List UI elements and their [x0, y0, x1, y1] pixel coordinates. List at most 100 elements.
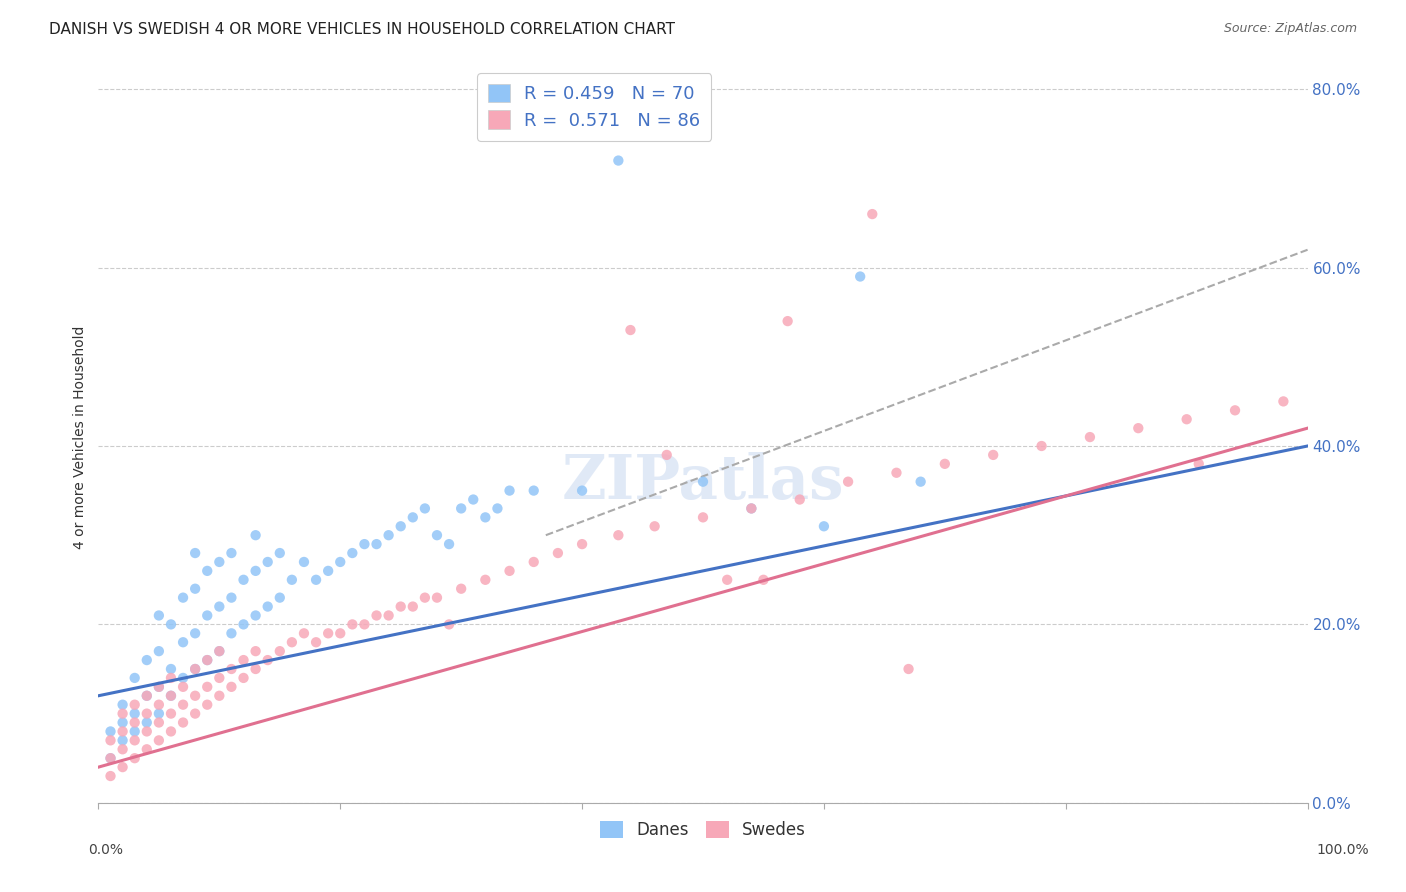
- Point: [523, 483, 546, 498]
- Y-axis label: 4 or more Vehicles in Household: 4 or more Vehicles in Household: [73, 326, 87, 549]
- Point: [124, 671, 146, 685]
- Point: [172, 715, 194, 730]
- Point: [316, 564, 339, 578]
- Legend: Danes, Swedes: Danes, Swedes: [593, 814, 813, 846]
- Point: [232, 671, 254, 685]
- Point: [148, 733, 170, 747]
- Point: [437, 537, 460, 551]
- Point: [135, 653, 157, 667]
- Point: [111, 715, 134, 730]
- Point: [1272, 394, 1295, 409]
- Point: [619, 323, 641, 337]
- Point: [111, 733, 134, 747]
- Point: [172, 698, 194, 712]
- Point: [195, 564, 218, 578]
- Point: [148, 706, 170, 721]
- Point: [195, 653, 218, 667]
- Point: [160, 662, 183, 676]
- Point: [221, 591, 243, 605]
- Point: [692, 510, 714, 524]
- Point: [111, 706, 134, 721]
- Text: 0.0%: 0.0%: [89, 843, 122, 857]
- Point: [221, 680, 243, 694]
- Point: [837, 475, 859, 489]
- Point: [256, 555, 278, 569]
- Point: [498, 483, 520, 498]
- Point: [172, 680, 194, 694]
- Point: [245, 564, 267, 578]
- Point: [172, 635, 194, 649]
- Point: [256, 599, 278, 614]
- Point: [221, 546, 243, 560]
- Point: [111, 760, 134, 774]
- Point: [269, 644, 291, 658]
- Point: [184, 689, 207, 703]
- Point: [208, 555, 231, 569]
- Point: [208, 644, 231, 658]
- Point: [607, 153, 630, 168]
- Point: [160, 671, 183, 685]
- Point: [160, 617, 183, 632]
- Point: [100, 733, 122, 747]
- Point: [184, 662, 207, 676]
- Point: [474, 573, 496, 587]
- Point: [463, 492, 485, 507]
- Point: [221, 626, 243, 640]
- Point: [413, 591, 436, 605]
- Point: [292, 555, 315, 569]
- Point: [135, 689, 157, 703]
- Point: [910, 475, 932, 489]
- Point: [607, 528, 630, 542]
- Point: [1031, 439, 1053, 453]
- Point: [172, 671, 194, 685]
- Point: [789, 492, 811, 507]
- Point: [305, 635, 328, 649]
- Point: [245, 644, 267, 658]
- Point: [402, 599, 425, 614]
- Point: [547, 546, 569, 560]
- Point: [184, 582, 207, 596]
- Point: [329, 626, 352, 640]
- Point: [740, 501, 762, 516]
- Point: [208, 644, 231, 658]
- Point: [148, 698, 170, 712]
- Point: [232, 617, 254, 632]
- Point: [450, 582, 472, 596]
- Point: [148, 680, 170, 694]
- Point: [195, 698, 218, 712]
- Point: [160, 706, 183, 721]
- Point: [426, 591, 449, 605]
- Point: [195, 680, 218, 694]
- Point: [342, 546, 364, 560]
- Point: [124, 733, 146, 747]
- Point: [571, 483, 593, 498]
- Point: [353, 617, 375, 632]
- Point: [934, 457, 956, 471]
- Point: [1223, 403, 1246, 417]
- Point: [281, 573, 304, 587]
- Point: [124, 751, 146, 765]
- Point: [195, 608, 218, 623]
- Point: [100, 751, 122, 765]
- Point: [776, 314, 799, 328]
- Point: [148, 644, 170, 658]
- Point: [135, 689, 157, 703]
- Point: [316, 626, 339, 640]
- Point: [353, 537, 375, 551]
- Point: [221, 662, 243, 676]
- Point: [655, 448, 678, 462]
- Point: [111, 698, 134, 712]
- Text: 100.0%: 100.0%: [1316, 843, 1369, 857]
- Text: Source: ZipAtlas.com: Source: ZipAtlas.com: [1223, 22, 1357, 36]
- Point: [740, 501, 762, 516]
- Point: [413, 501, 436, 516]
- Point: [716, 573, 738, 587]
- Point: [124, 698, 146, 712]
- Point: [486, 501, 509, 516]
- Point: [860, 207, 883, 221]
- Point: [426, 528, 449, 542]
- Point: [523, 555, 546, 569]
- Point: [124, 724, 146, 739]
- Point: [135, 715, 157, 730]
- Point: [160, 724, 183, 739]
